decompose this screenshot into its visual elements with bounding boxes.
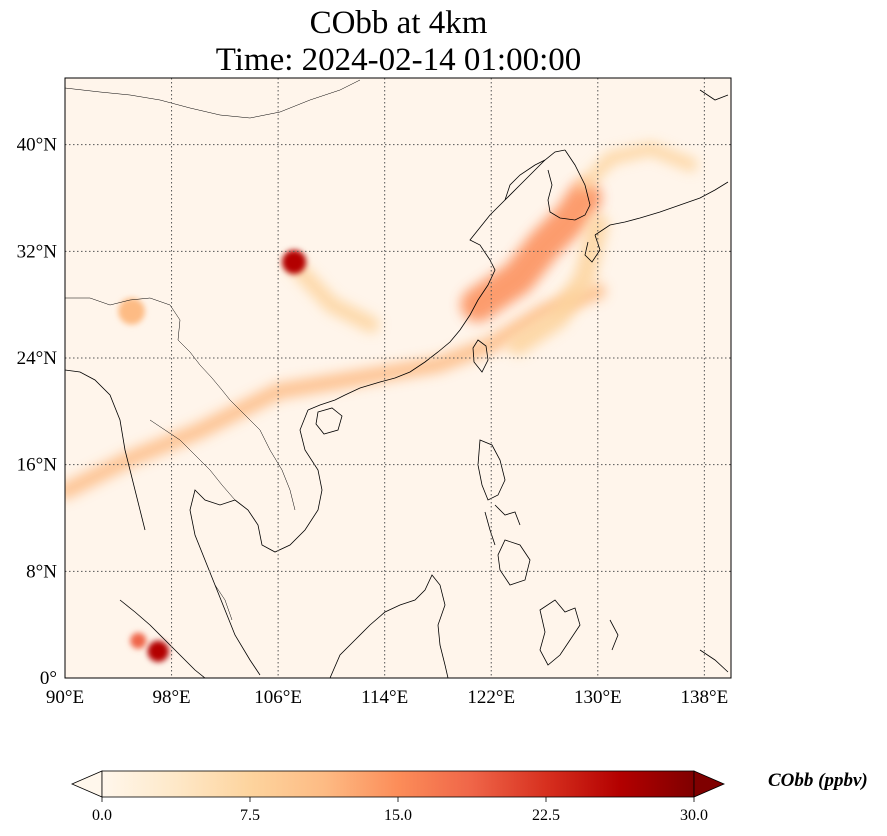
japan-hokkaido — [699, 89, 729, 101]
myanmar-coast — [65, 369, 146, 531]
lon-tick-label: 130°E — [574, 687, 622, 708]
longitude-ticks: 90°E 98°E 106°E 114°E 122°E 130°E 138°E — [46, 687, 728, 708]
malaysia-border — [214, 584, 233, 621]
coastlines — [65, 89, 729, 678]
plume-band-southward-trail — [507, 214, 609, 356]
colorbar-tick-label: 7.5 — [240, 807, 260, 824]
new-guinea-coast — [699, 649, 729, 673]
plume-spot-central-china-hotspot — [282, 250, 307, 274]
colorbar-extend-min — [70, 770, 103, 798]
lon-tick-label: 122°E — [467, 687, 515, 708]
colorbar-tick-label: 30.0 — [680, 807, 708, 824]
lon-tick-label: 98°E — [152, 687, 190, 708]
japan-kyushu-honshu — [584, 181, 729, 263]
colorbar-extend-max — [693, 770, 726, 798]
borneo-island — [329, 574, 449, 678]
visayas-islands — [484, 504, 521, 546]
lat-tick-label: 24°N — [17, 348, 58, 369]
bohai-coast — [504, 149, 566, 201]
korea-peninsula — [547, 149, 591, 221]
mindanao-island — [497, 539, 531, 586]
colorbar-title: CObb (ppbv) — [768, 770, 868, 791]
lon-tick-label: 106°E — [254, 687, 302, 708]
plume-spot-sumatra-hotspot-a — [147, 640, 169, 662]
halmahera-island — [609, 619, 619, 651]
lat-tick-label: 32°N — [17, 241, 58, 262]
mongolia-border — [65, 79, 361, 119]
thailand-border — [149, 419, 236, 501]
colorbar-tick-label: 0.0 — [92, 807, 112, 824]
hainan-island — [315, 407, 343, 435]
latitude-ticks: 0° 8°N 16°N 24°N 32°N 40°N — [17, 135, 58, 689]
colorbar-gradient — [101, 770, 695, 798]
sulawesi-island — [539, 599, 581, 666]
sumatra-island — [119, 599, 206, 678]
china-coast — [307, 159, 546, 411]
himalaya-border — [65, 297, 181, 341]
lon-tick-label: 138°E — [681, 687, 729, 708]
colorbar: 0.0 7.5 15.0 22.5 30.0 — [70, 770, 726, 824]
lat-tick-label: 16°N — [17, 455, 58, 476]
map-title-line2: Time: 2024-02-14 01:00:00 — [215, 42, 582, 78]
lat-tick-label: 40°N — [17, 135, 58, 156]
taiwan-island — [472, 339, 489, 373]
gulf-of-thailand — [189, 489, 261, 676]
lon-tick-label: 90°E — [46, 687, 84, 708]
colorbar-ticks: 0.0 7.5 15.0 22.5 30.0 — [92, 797, 708, 824]
lat-tick-label: 8°N — [26, 561, 57, 582]
plume-band-east-china-sea-plume — [460, 180, 602, 322]
lon-tick-label: 114°E — [361, 687, 408, 708]
borders — [65, 79, 361, 621]
map-frame — [64, 77, 732, 679]
luzon-island — [477, 439, 506, 501]
lat-tick-label: 0° — [40, 668, 57, 689]
colorbar-tick-label: 15.0 — [384, 807, 412, 824]
plume-spot-myanmar-hotspot — [118, 298, 145, 325]
map-title-line1: CObb at 4km — [309, 5, 488, 41]
plume-spot-sumatra-hotspot-b — [130, 632, 147, 649]
gridlines — [65, 78, 731, 678]
laos-vietnam-border — [229, 399, 296, 511]
plume-band-central-trail — [286, 256, 380, 333]
myanmar-china-border — [177, 339, 231, 401]
indochina-coast — [234, 409, 323, 553]
plume-band-subtropical-band — [65, 283, 606, 500]
colorbar-tick-label: 22.5 — [532, 807, 560, 824]
